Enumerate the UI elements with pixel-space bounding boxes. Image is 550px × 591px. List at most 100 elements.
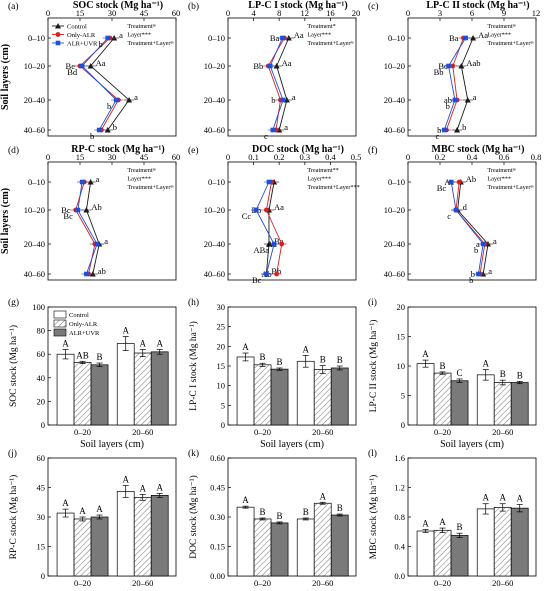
y-tick-label: 10–20 [384, 61, 405, 71]
x-tick-label: 0–20 [254, 578, 271, 588]
significance-letter: AB [76, 350, 89, 360]
significance-letter: B [260, 507, 266, 517]
y-tick-label: 5 [221, 400, 225, 410]
panel-label: (l) [368, 448, 377, 459]
plot-frame [227, 17, 357, 137]
x-axis-title: DOC stock (Mg ha⁻¹) [252, 144, 344, 155]
series-line [265, 181, 275, 275]
significance-letter: B [440, 361, 446, 371]
legend-label: Control [69, 312, 89, 319]
significance-letter: B [500, 369, 506, 379]
significance-letter: a [104, 236, 108, 246]
y-tick-label: 0.60 [210, 453, 225, 463]
significance-letter: Cc [242, 211, 252, 221]
data-point [113, 97, 119, 103]
x-tick-label: 0 [406, 152, 410, 162]
x-tick-label: 45 [140, 152, 149, 162]
significance-letter: c [264, 131, 268, 141]
significance-letter: c [447, 211, 451, 221]
significance-letter: a [292, 92, 296, 102]
y-axis-title: RP-C stock (Mg ha⁻¹) [8, 475, 19, 560]
significance-note: Layer*** [487, 176, 511, 183]
significance-letter: d [463, 202, 468, 212]
y-tick-label: 10–20 [204, 61, 225, 71]
significance-letter: B [337, 503, 343, 513]
data-point [274, 271, 280, 277]
significance-letter: A [302, 344, 309, 354]
data-point [476, 271, 481, 277]
panel-b: 0 4 8 12 16 20 (b) LP-C I stock (Mg ha⁻¹) 0–10 10… [188, 0, 360, 141]
series-line [456, 37, 474, 131]
bar [270, 368, 289, 426]
bar [510, 507, 529, 577]
y-tick-label: 40 [37, 373, 46, 383]
significance-letter: B [277, 511, 283, 521]
significance-letter: Aa [274, 202, 284, 212]
y-tick-label: 0.30 [210, 512, 225, 522]
x-tick-label: 20–60 [312, 427, 333, 437]
significance-letter: a [284, 122, 288, 132]
y-tick-label: 1.6 [394, 453, 405, 463]
y-tick-label: 20–40 [384, 95, 405, 105]
y-tick-label: 0.8 [394, 512, 405, 522]
significance-note: Layer*** [127, 32, 151, 39]
significance-note: Treatmentⁿˢ [127, 167, 156, 174]
significance-letter: B [260, 352, 266, 362]
significance-letter: Aa [294, 30, 304, 40]
panel-label: (i) [368, 297, 377, 308]
legend-label: ALR+UVR [69, 330, 100, 337]
legend-label: ALR+UVR [67, 41, 98, 48]
x-tick-label: 4 [251, 8, 256, 18]
significance-letter: b [107, 101, 111, 111]
y-tick-label: 40–60 [24, 125, 45, 135]
y-tick-label: 0 [221, 420, 225, 430]
significance-letter: Ba [449, 33, 459, 43]
significance-letter: Aab [466, 58, 480, 68]
data-point [79, 179, 85, 185]
y-tick-label: 20 [397, 302, 406, 312]
significance-letter: b [271, 95, 275, 105]
panel-k: (k) 0.00 0.15 0.30 0.45 0.60 DOC stock (Mg ha⁻… [188, 448, 357, 591]
x-tick-label: 12 [301, 8, 310, 18]
data-point [271, 241, 277, 247]
significance-letter: B [303, 507, 309, 517]
x-tick-label: 30 [108, 8, 117, 18]
significance-note: Layer*** [307, 176, 331, 183]
significance-letter: c [435, 131, 439, 141]
significance-letter: A [156, 338, 163, 348]
bar [433, 529, 452, 577]
significance-letter: A [96, 504, 103, 514]
significance-letter: b [474, 245, 478, 255]
x-tick-label: 0–20 [254, 427, 271, 437]
y-tick-label: 0–10 [208, 33, 225, 43]
y-tick-label: 40–60 [204, 269, 225, 279]
significance-note: Treatment+Layerⁿˢ [487, 40, 534, 47]
bar [236, 506, 255, 577]
plot-frame [227, 161, 357, 281]
data-point [280, 97, 286, 103]
significance-letter: A [242, 342, 249, 352]
x-axis-title: MBC stock (Mg ha⁻¹) [432, 144, 525, 155]
data-point [453, 207, 459, 213]
y-tick-label: 30 [217, 302, 226, 312]
x-tick-label: 0.2 [274, 152, 285, 162]
plot-frame [407, 17, 537, 137]
data-point [463, 35, 468, 41]
significance-letter: Bc [63, 211, 73, 221]
significance-letter: ABa [253, 245, 269, 255]
significance-letter: A [422, 519, 429, 529]
significance-letter: ab [98, 266, 106, 276]
significance-letter: a [134, 92, 138, 102]
data-point [454, 127, 461, 133]
significance-note: Treatmentⁿˢ [487, 167, 516, 174]
y-tick-label: 40–60 [24, 269, 45, 279]
significance-letter: a [476, 239, 480, 249]
bar [433, 372, 452, 426]
panel-label: (g) [8, 297, 19, 308]
x-axis-title: LP-C I stock (Mg ha⁻¹) [248, 0, 347, 11]
significance-note: Treatmentⁿˢ [487, 23, 516, 30]
data-point [446, 63, 451, 69]
data-point [96, 127, 102, 133]
